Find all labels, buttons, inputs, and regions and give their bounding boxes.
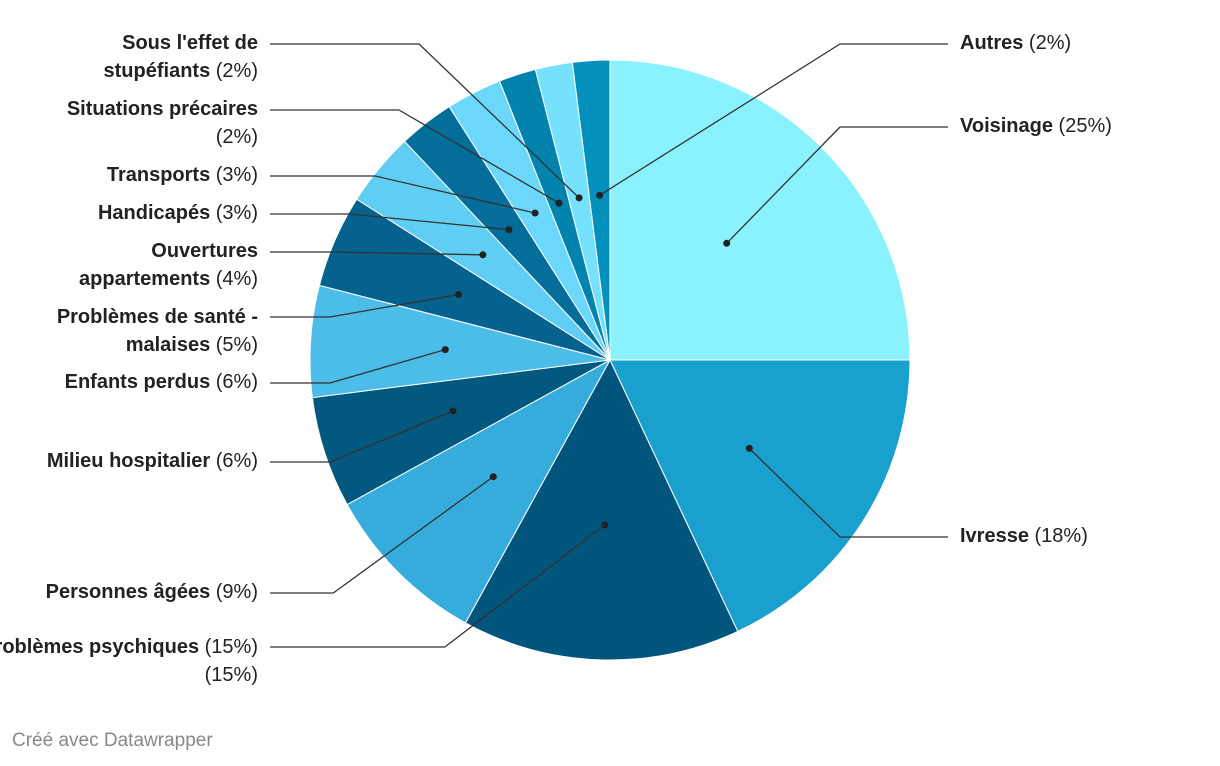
slice-label: Situations précaires [67,98,258,120]
leader-line [270,476,494,594]
leader-dot [455,291,463,298]
leader-dot [505,226,513,234]
leader-dot [441,346,449,354]
leader-lines [270,43,948,648]
leader-dot [555,199,563,207]
slice-label: Problèmes psychiques (15%) [0,636,258,658]
slice-label: Personnes âgées (9%) [46,581,258,603]
pie-slices [309,59,911,661]
leader-line [270,410,454,463]
slice-label: (2%) [216,126,258,148]
slice-label: malaises (5%) [126,334,258,356]
slice-label: Milieu hospitalier (6%) [47,450,258,472]
pie-slice [609,359,911,633]
leader-line [748,447,948,538]
leader-dot [601,521,609,529]
leader-line [270,175,536,214]
pie-slice [571,59,611,361]
footer-credit: Créé avec Datawrapper [12,730,213,751]
slice-label: Autres (2%) [960,32,1071,54]
leader-dot [745,444,753,452]
leader-dot [531,209,539,217]
leader-line [270,524,606,648]
slice-label: (15%) [205,664,258,686]
leader-line [270,251,483,256]
leader-dot [449,407,457,415]
leader-line [270,348,446,384]
leader-line [726,126,948,244]
leader-dot [479,251,487,259]
leader-dot [489,473,497,481]
slice-label: Ivresse (18%) [960,525,1088,547]
slice-label: Ouvertures [151,240,258,262]
leader-dot [596,191,604,199]
slice-label: Voisinage (25%) [960,115,1112,137]
pie-slice [464,358,739,661]
slice-label: Enfants perdus (6%) [65,371,258,393]
leader-line [599,43,948,196]
leader-line [270,43,580,199]
leader-line [270,213,509,231]
slice-label: Handicapés (3%) [98,202,258,224]
leader-line [270,109,560,204]
pie-slice [346,358,612,624]
leader-line [270,293,459,318]
slice-label: stupéfiants (2%) [104,60,258,82]
slice-label: Transports (3%) [107,164,258,186]
slice-label: appartements (4%) [79,268,258,290]
slice-label: Sous l'effet de [122,32,258,54]
leader-dot [723,239,731,247]
slice-label: Problèmes de santé - [57,306,258,328]
leader-dot [575,194,583,202]
slice-labels: Voisinage (25%) Ivresse (18%) Problèmes ps… [0,32,1112,686]
